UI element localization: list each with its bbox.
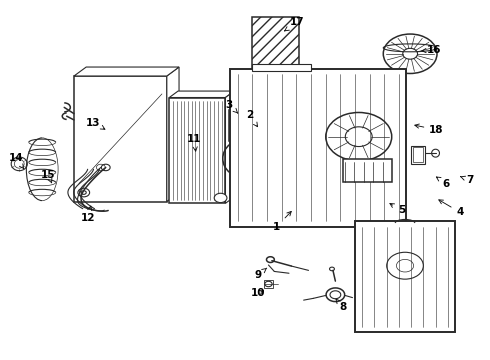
Text: 14: 14 bbox=[9, 153, 24, 169]
Text: 17: 17 bbox=[285, 17, 305, 31]
Text: 3: 3 bbox=[226, 100, 238, 113]
Bar bbox=[169, 98, 225, 203]
Text: 6: 6 bbox=[437, 177, 450, 189]
Circle shape bbox=[78, 188, 90, 197]
Text: 1: 1 bbox=[273, 211, 291, 231]
Bar bbox=[252, 64, 311, 71]
Bar bbox=[74, 76, 167, 202]
Bar bbox=[264, 280, 273, 288]
Text: 8: 8 bbox=[336, 299, 346, 312]
Polygon shape bbox=[169, 91, 234, 98]
Bar bbox=[230, 69, 406, 226]
Text: 12: 12 bbox=[80, 206, 95, 222]
Text: 18: 18 bbox=[415, 124, 444, 135]
Text: 7: 7 bbox=[461, 175, 473, 185]
Text: 16: 16 bbox=[422, 45, 441, 55]
Bar bbox=[229, 110, 263, 140]
Text: 10: 10 bbox=[251, 288, 266, 298]
Bar bbox=[413, 147, 423, 162]
Text: 9: 9 bbox=[255, 268, 267, 280]
Circle shape bbox=[214, 193, 227, 203]
Polygon shape bbox=[225, 91, 234, 203]
Bar bbox=[411, 145, 425, 163]
Bar bbox=[252, 17, 299, 71]
Polygon shape bbox=[167, 67, 179, 202]
Polygon shape bbox=[74, 67, 179, 76]
Text: 15: 15 bbox=[41, 170, 55, 183]
Bar bbox=[352, 125, 401, 132]
Text: 5: 5 bbox=[390, 203, 405, 216]
Bar bbox=[343, 159, 392, 183]
Text: 11: 11 bbox=[187, 134, 201, 151]
Bar bbox=[355, 221, 455, 332]
Text: 13: 13 bbox=[86, 118, 105, 129]
Text: 2: 2 bbox=[246, 111, 258, 127]
Text: 4: 4 bbox=[439, 200, 464, 217]
